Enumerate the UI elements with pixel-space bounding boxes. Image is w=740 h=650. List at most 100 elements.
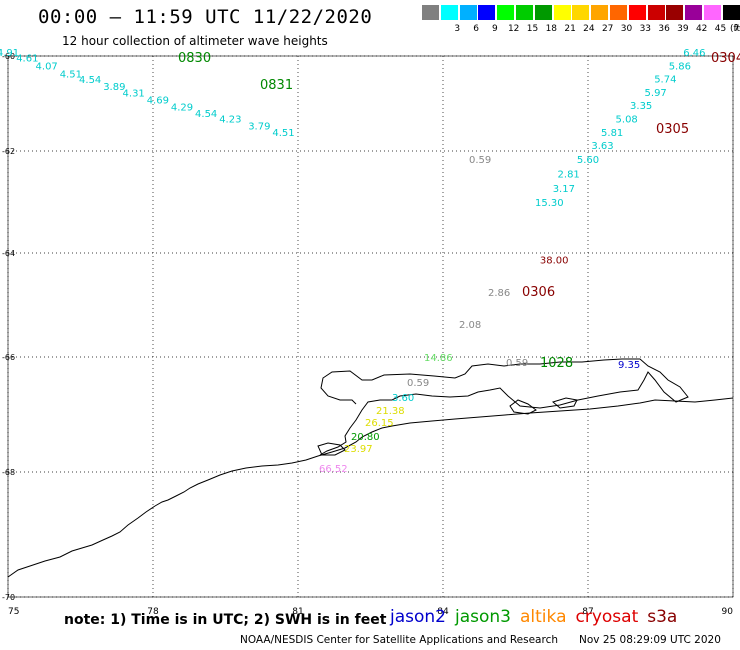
swh-value-label: 3.89 <box>103 82 125 93</box>
swh-value-label: 6.46 <box>683 48 705 59</box>
swh-value-label: 4.07 <box>36 61 58 72</box>
satellite-cryosat: cryosat <box>575 607 639 627</box>
swh-value-label: 5.81 <box>601 128 623 139</box>
scale-swatch <box>478 5 496 20</box>
swh-value-label: 4.51 <box>60 69 82 80</box>
swh-value-label: 4.91 <box>0 48 19 59</box>
swh-value-label: 9.35 <box>618 360 640 371</box>
generation-timestamp: Nov 25 08:29:09 UTC 2020 <box>579 634 721 646</box>
swh-value-label: 4.54 <box>195 109 217 120</box>
swh-value-label: 0.59 <box>506 358 528 369</box>
map-subtitle: 12 hour collection of altimeter wave hei… <box>62 34 328 48</box>
island-outline <box>317 442 346 456</box>
scale-swatch <box>722 5 740 20</box>
island-outline <box>551 397 578 409</box>
scale-label: 70 <box>733 24 740 34</box>
lon-tick-label: 84 <box>437 607 449 617</box>
scale-label: 45 <box>714 24 727 34</box>
swh-value-label: 5.74 <box>654 75 676 86</box>
lon-tick-label: 87 <box>582 607 593 617</box>
scale-swatch <box>610 5 627 20</box>
scale-label: 30 <box>620 24 633 34</box>
scale-label: 12 <box>507 24 520 34</box>
satellite-altika: altika <box>520 607 567 627</box>
swh-value-label: 0.59 <box>407 378 429 389</box>
scale-label: 33 <box>639 24 652 34</box>
scale-label: 27 <box>601 24 614 34</box>
scale-unit: (ft) <box>730 24 740 34</box>
lat-tick-label: -70 <box>2 593 15 602</box>
pass-time-label: 0306 <box>522 285 555 300</box>
lon-tick-label: 75 <box>8 607 19 617</box>
lat-tick-label: -62 <box>2 147 15 156</box>
satellite-legend: jason2 jason3 altika cryosat s3a <box>390 607 686 627</box>
pass-time-label: 0305 <box>656 122 689 137</box>
swh-value-label: 14.86 <box>424 353 453 364</box>
pass-time-label: 1028 <box>540 356 573 371</box>
swh-value-label: 2.81 <box>558 170 580 181</box>
scale-swatch <box>704 5 721 20</box>
swh-value-label: 4.51 <box>272 128 294 139</box>
swh-value-label: 4.61 <box>16 54 38 65</box>
scale-swatch <box>459 5 477 20</box>
island-outline <box>509 399 537 415</box>
lon-tick-label: 78 <box>147 607 159 617</box>
scale-label: 18 <box>545 24 558 34</box>
satellite-s3a: s3a <box>647 607 678 627</box>
swh-value-label: 5.08 <box>616 115 638 126</box>
swh-value-label: 26.15 <box>365 418 394 429</box>
swh-value-label: 5.97 <box>645 88 667 99</box>
credit-line: NOAA/NESDIS Center for Satellite Applica… <box>240 634 558 646</box>
scale-label: 3 <box>454 24 461 34</box>
swh-value-label: 4.54 <box>79 75 101 86</box>
scale-swatch <box>628 5 646 20</box>
swh-value-label: 66.52 <box>319 464 348 475</box>
swh-value-label: 23.97 <box>344 444 373 455</box>
pass-time-label: 0830 <box>178 51 211 66</box>
satellite-jason2: jason2 <box>390 607 446 627</box>
pass-time-label: 0304 <box>711 51 740 66</box>
lat-tick-label: -64 <box>2 249 15 258</box>
coastline <box>7 397 734 578</box>
swh-value-label: 3.79 <box>248 122 270 133</box>
lon-tick-label: 90 <box>722 607 734 617</box>
scale-swatch <box>516 5 533 20</box>
footer-note: note: 1) Time is in UTC; 2) SWH is in fe… <box>64 612 387 628</box>
swh-value-label: 3.17 <box>553 184 575 195</box>
scale-label: 42 <box>695 24 708 34</box>
scale-swatch <box>497 5 515 20</box>
scale-label: 6 <box>473 24 479 34</box>
map-title: 00:00 – 11:59 UTC 11/22/2020 <box>38 6 373 28</box>
map-frame <box>7 55 734 598</box>
swh-value-label: 4.23 <box>219 115 241 126</box>
lat-tick-label: -68 <box>2 468 15 477</box>
swh-value-label: 15.30 <box>535 198 564 209</box>
pass-time-label: 0831 <box>260 78 293 93</box>
scale-label: 15 <box>526 24 539 34</box>
swh-value-label: 4.69 <box>147 96 169 107</box>
scale-swatch <box>647 5 665 20</box>
scale-swatch <box>685 5 703 20</box>
swh-value-label: 38.00 <box>540 255 569 266</box>
scale-label: 39 <box>677 24 689 34</box>
scale-swatch <box>440 5 458 20</box>
scale-swatch <box>553 5 571 20</box>
scale-swatch <box>666 5 684 20</box>
swh-value-label: 4.31 <box>123 88 145 99</box>
swh-value-label: 0.59 <box>469 155 491 166</box>
lat-tick-label: -60 <box>2 52 15 61</box>
swh-value-label: 5.60 <box>577 155 599 166</box>
scale-label: 36 <box>658 24 670 34</box>
scale-swatch <box>591 5 609 20</box>
scale-swatch <box>422 5 439 20</box>
swh-value-label: 5.86 <box>669 61 691 72</box>
swh-value-label: 21.38 <box>376 406 405 417</box>
swh-value-label: 3.63 <box>591 141 613 152</box>
swh-value-label: 3.35 <box>630 101 652 112</box>
scale-label: 9 <box>492 24 498 34</box>
scale-swatch <box>534 5 552 20</box>
scale-label: 21 <box>564 24 576 34</box>
swh-value-label: 4.29 <box>171 103 193 114</box>
swh-value-label: 2.08 <box>459 320 481 331</box>
